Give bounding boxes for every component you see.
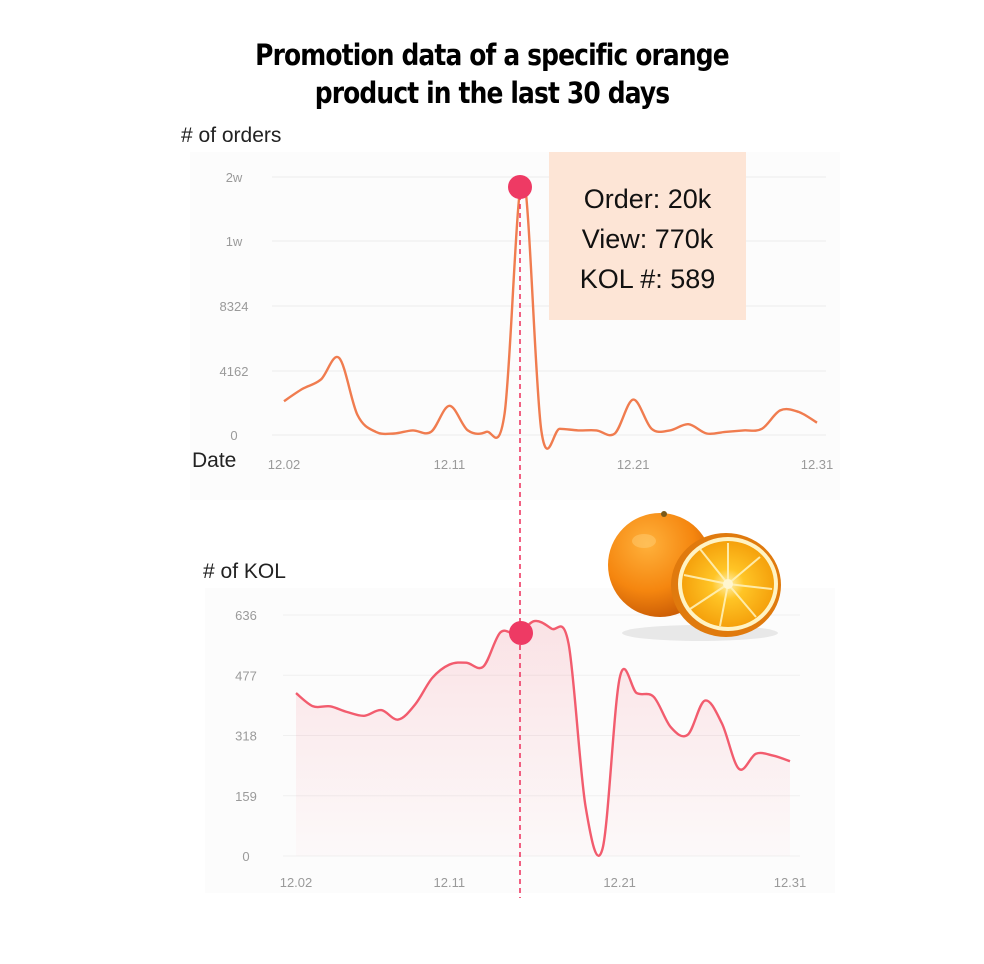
orders-x-tick-label: 12.02 xyxy=(268,457,301,472)
orders-x-axis: 12.02 12.11 12.21 12.31 xyxy=(268,457,834,472)
kol-y-axis: 0 159 318 477 636 xyxy=(235,608,257,864)
orange-fruit-icon xyxy=(608,511,781,641)
orders-y-tick-label: 0 xyxy=(230,428,237,443)
annotation-kol-count: KOL #: 589 xyxy=(579,264,716,294)
kol-x-axis: 12.02 12.11 12.21 12.31 xyxy=(280,875,807,890)
annotation-views: View: 770k xyxy=(581,224,714,254)
orders-x-axis-title: Date xyxy=(192,449,237,472)
orders-x-tick-label: 12.31 xyxy=(801,457,834,472)
chart-title-line-2: product in the last 30 days xyxy=(314,76,670,110)
chart-title: Promotion data of a specific orange prod… xyxy=(69,36,915,112)
kol-series-line xyxy=(295,619,791,857)
chart-title-line-1: Promotion data of a specific orange xyxy=(255,38,730,72)
kol-x-tick-label: 12.31 xyxy=(774,875,807,890)
kol-y-tick-label: 0 xyxy=(242,849,249,864)
kol-x-tick-label: 12.02 xyxy=(280,875,313,890)
orders-y-axis-title: # of orders xyxy=(181,124,282,147)
orders-y-tick-label: 2w xyxy=(226,170,243,185)
annotation-orders: Order: 20k xyxy=(583,184,712,214)
kol-y-axis-title: # of KOL xyxy=(203,560,286,583)
orders-x-tick-label: 12.21 xyxy=(617,457,650,472)
kol-x-tick-label: 12.21 xyxy=(603,875,636,890)
orders-y-axis: 0 4162 8324 1w 2w xyxy=(220,170,249,443)
orders-y-tick-label: 4162 xyxy=(220,364,249,379)
kol-peak-marker xyxy=(509,621,533,645)
kol-y-tick-label: 159 xyxy=(235,789,257,804)
kol-y-tick-label: 477 xyxy=(235,668,257,683)
orders-y-tick-label: 1w xyxy=(226,234,243,249)
peak-annotation-box: Order: 20k View: 770k KOL #: 589 xyxy=(549,152,746,320)
orders-y-tick-label: 8324 xyxy=(220,299,249,314)
orders-x-tick-label: 12.11 xyxy=(434,457,466,472)
kol-x-tick-label: 12.11 xyxy=(434,875,466,890)
kol-y-tick-label: 318 xyxy=(235,729,257,744)
orders-series-line xyxy=(283,175,818,450)
kol-series-area xyxy=(296,620,790,856)
kol-y-tick-label: 636 xyxy=(235,608,257,623)
orders-peak-marker xyxy=(508,175,532,199)
